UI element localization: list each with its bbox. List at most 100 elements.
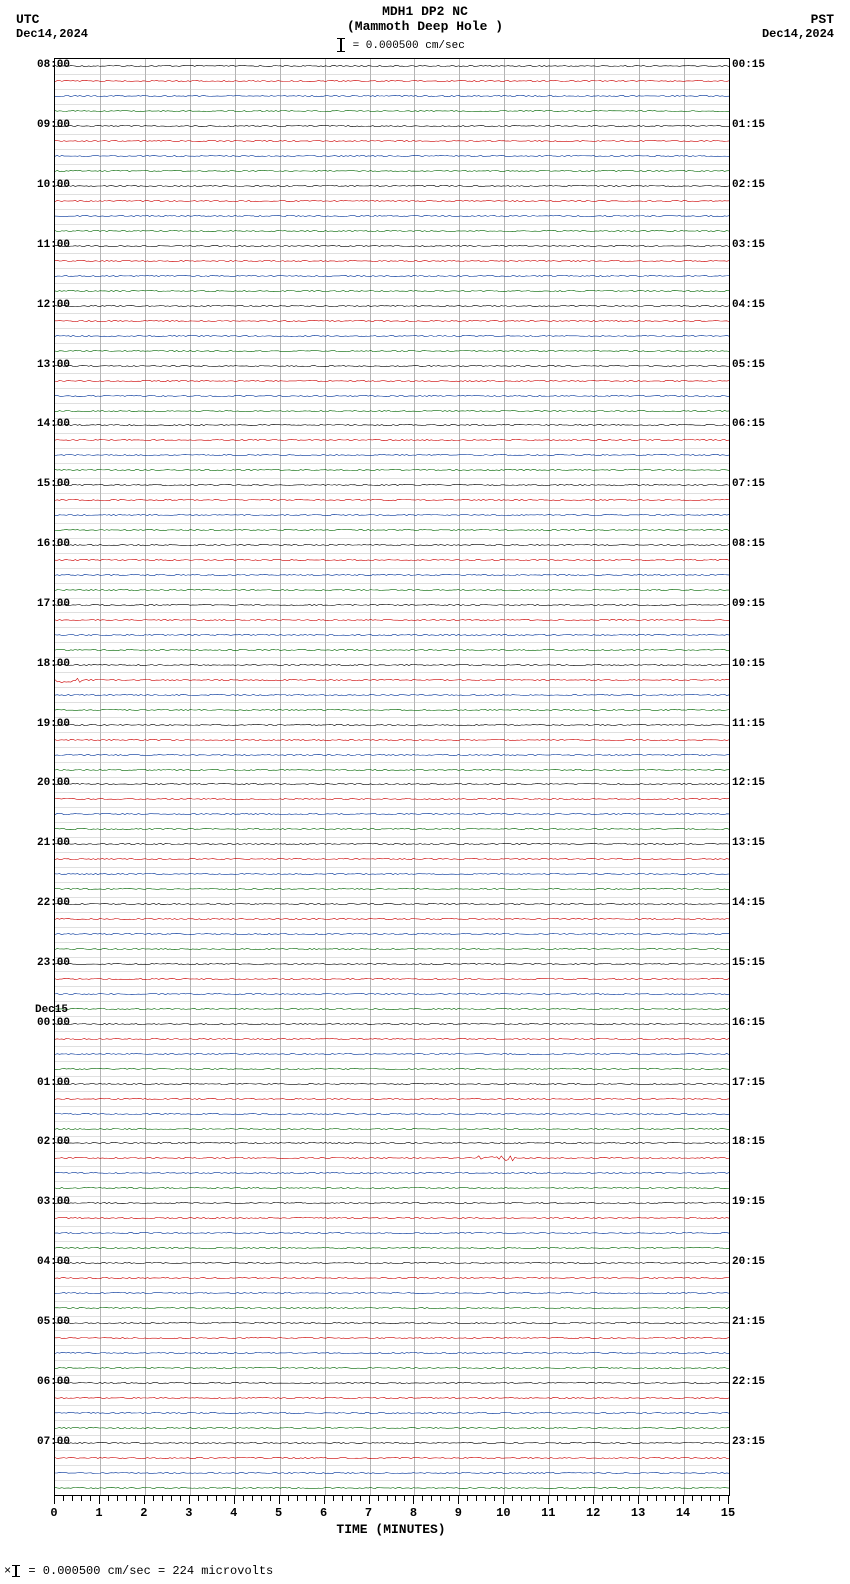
x-tick-minor — [485, 1496, 486, 1501]
pst-hour-label: 06:15 — [732, 418, 765, 430]
x-tick-minor — [261, 1496, 262, 1501]
utc-hour-label: 15:00 — [10, 478, 70, 490]
x-tick-minor — [252, 1496, 253, 1501]
x-tick-major — [369, 1496, 370, 1504]
trace-row — [55, 515, 729, 516]
trace-row — [55, 1398, 729, 1399]
utc-hour-label: 09:00 — [10, 119, 70, 131]
trace-row — [55, 1263, 729, 1264]
utc-hour-label: 00:00 — [10, 1017, 70, 1029]
x-tick-minor — [557, 1496, 558, 1501]
trace-row — [55, 770, 729, 771]
pst-hour-label: 11:15 — [732, 718, 765, 730]
station-name: (Mammoth Deep Hole ) — [0, 19, 850, 34]
trace-row — [55, 425, 729, 426]
trace-row — [55, 889, 729, 890]
x-tick-label: 9 — [455, 1506, 462, 1520]
x-tick-minor — [207, 1496, 208, 1501]
trace-row — [55, 844, 729, 845]
utc-hour-label: 08:00 — [10, 59, 70, 71]
trace-row — [55, 291, 729, 292]
x-tick-minor — [395, 1496, 396, 1501]
footer-prefix: × — [4, 1564, 11, 1578]
utc-hour-label: 05:00 — [10, 1316, 70, 1328]
x-tick-minor — [126, 1496, 127, 1501]
x-tick-minor — [153, 1496, 154, 1501]
trace-row — [55, 695, 729, 696]
trace-row — [55, 1158, 729, 1159]
tz-left-date: Dec14,2024 — [16, 27, 88, 41]
trace-row — [55, 96, 729, 97]
utc-hour-label: 13:00 — [10, 359, 70, 371]
pst-hour-label: 07:15 — [732, 478, 765, 490]
x-tick-label: 14 — [676, 1506, 690, 1520]
x-tick-minor — [306, 1496, 307, 1501]
x-tick-minor — [620, 1496, 621, 1501]
utc-hour-label: 16:00 — [10, 538, 70, 550]
x-tick-major — [279, 1496, 280, 1504]
x-tick-minor — [135, 1496, 136, 1501]
trace-row — [55, 201, 729, 202]
x-tick-minor — [270, 1496, 271, 1501]
pst-hour-label: 08:15 — [732, 538, 765, 550]
trace-row — [55, 784, 729, 785]
x-tick-major — [144, 1496, 145, 1504]
x-tick-major — [413, 1496, 414, 1504]
trace-row — [55, 111, 729, 112]
x-tick-minor — [378, 1496, 379, 1501]
trace-row — [55, 1353, 729, 1354]
x-tick-minor — [575, 1496, 576, 1501]
trace-row — [55, 755, 729, 756]
utc-hour-label: 21:00 — [10, 837, 70, 849]
pst-hour-label: 13:15 — [732, 837, 765, 849]
x-tick-minor — [342, 1496, 343, 1501]
x-tick-minor — [656, 1496, 657, 1501]
trace-row — [55, 411, 729, 412]
utc-hour-label: 20:00 — [10, 777, 70, 789]
tz-right-date: Dec14,2024 — [762, 27, 834, 41]
x-tick-minor — [315, 1496, 316, 1501]
x-tick-major — [548, 1496, 549, 1504]
utc-hour-label: 19:00 — [10, 718, 70, 730]
trace-row — [55, 66, 729, 67]
trace-row — [55, 1233, 729, 1234]
trace-row — [55, 470, 729, 471]
trace-row — [55, 440, 729, 441]
x-tick-label: 3 — [185, 1506, 192, 1520]
x-tick-minor — [530, 1496, 531, 1501]
trace-row — [55, 949, 729, 950]
x-tick-major — [503, 1496, 504, 1504]
trace-row — [55, 1308, 729, 1309]
x-tick-minor — [521, 1496, 522, 1501]
trace-row — [55, 1039, 729, 1040]
utc-hour-label: 04:00 — [10, 1256, 70, 1268]
utc-hour-label: 10:00 — [10, 179, 70, 191]
trace-row — [55, 979, 729, 980]
trace-row — [55, 1428, 729, 1429]
x-tick-major — [189, 1496, 190, 1504]
x-tick-minor — [602, 1496, 603, 1501]
trace-row — [55, 1473, 729, 1474]
footer-scale: × = 0.000500 cm/sec = 224 microvolts — [4, 1564, 273, 1578]
x-tick-minor — [117, 1496, 118, 1501]
trace-row — [55, 1458, 729, 1459]
trace-row — [55, 1248, 729, 1249]
pst-hour-label: 09:15 — [732, 598, 765, 610]
x-tick-label: 15 — [721, 1506, 735, 1520]
pst-hour-label: 19:15 — [732, 1196, 765, 1208]
x-tick-major — [54, 1496, 55, 1504]
helicorder-plot — [54, 58, 730, 1496]
x-tick-minor — [108, 1496, 109, 1501]
trace-row — [55, 1024, 729, 1025]
pst-hour-label: 03:15 — [732, 239, 765, 251]
trace-row — [55, 336, 729, 337]
trace-row — [55, 1173, 729, 1174]
pst-hour-label: 01:15 — [732, 119, 765, 131]
x-tick-minor — [566, 1496, 567, 1501]
x-tick-minor — [431, 1496, 432, 1501]
trace-row — [55, 351, 729, 352]
trace-row — [55, 186, 729, 187]
trace-row — [55, 1218, 729, 1219]
trace-row — [55, 500, 729, 501]
x-tick-major — [683, 1496, 684, 1504]
